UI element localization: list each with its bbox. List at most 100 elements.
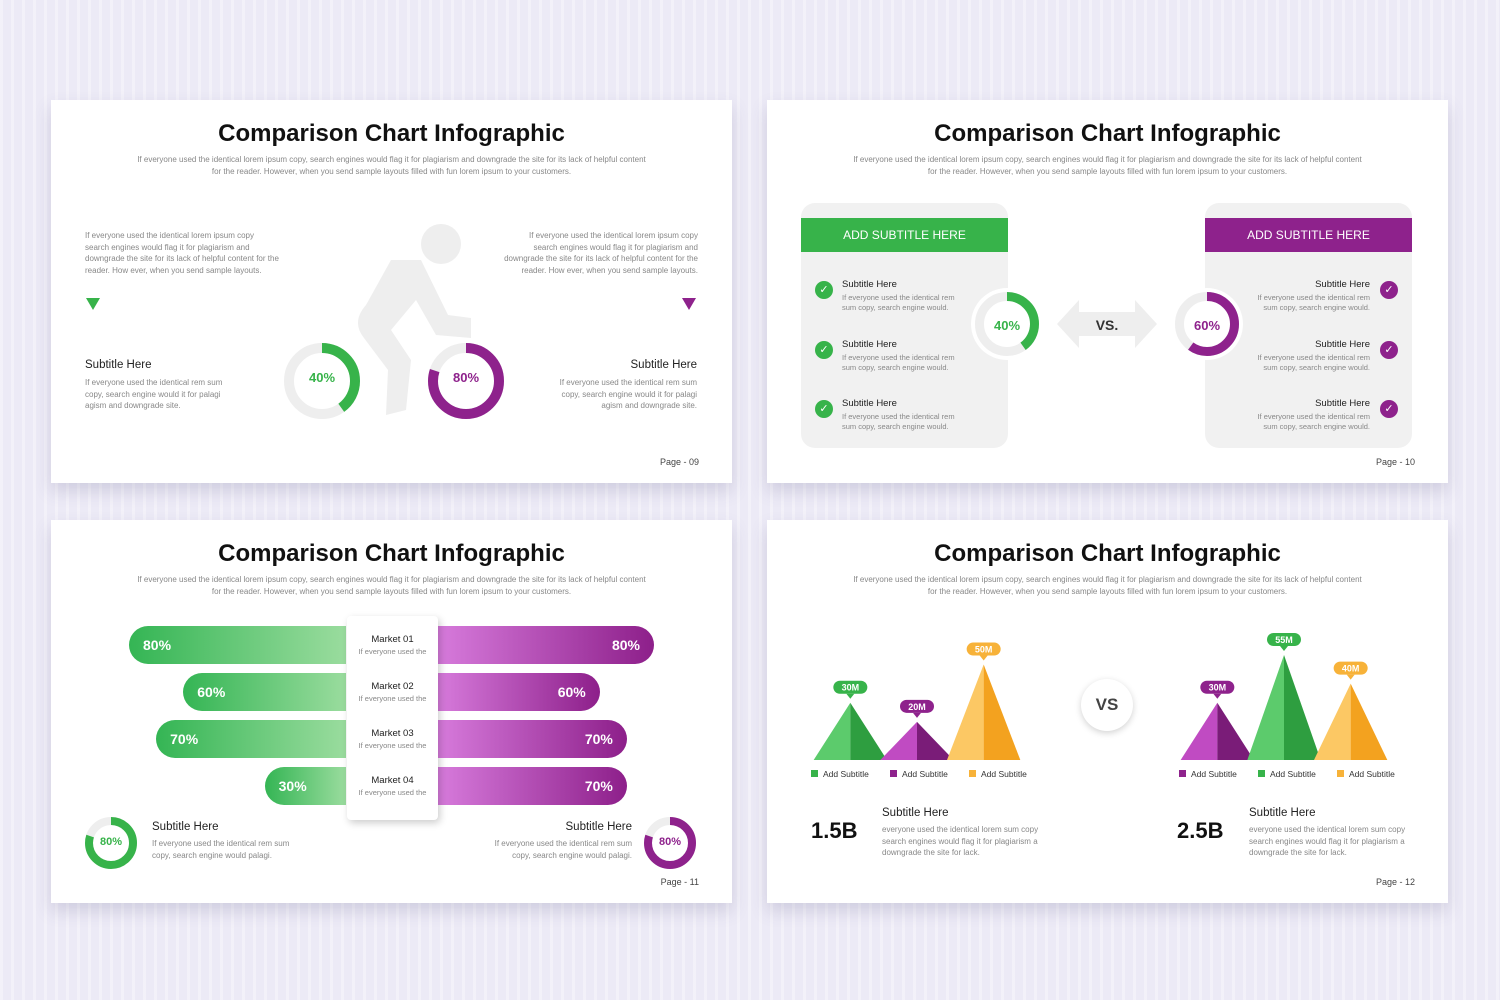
donut-left-label: 40% — [308, 370, 336, 385]
value-label: 30M — [1209, 683, 1227, 693]
donut-arc — [284, 343, 360, 419]
donut-80-icon — [428, 343, 504, 419]
value-tag — [966, 642, 1001, 656]
market-name: Market 02 — [371, 681, 414, 692]
market-bar-right: 70% — [437, 720, 627, 758]
left-description: If everyone used the identical rem sum c… — [85, 378, 223, 410]
slide-intro: If everyone used the identical lorem ips… — [853, 155, 1362, 176]
right-item-title: Subtitle Here — [1315, 279, 1370, 290]
value-label: 40M — [1342, 664, 1360, 674]
value-tag-pointer — [1280, 646, 1288, 651]
legend-swatch — [1179, 770, 1186, 777]
left-item-desc: If everyone used the identical rem sum c… — [842, 293, 955, 312]
market-desc: If everyone used the — [358, 788, 427, 797]
page-number: Page - 11 — [660, 877, 699, 887]
vs-circle — [1081, 679, 1133, 731]
donut-arc — [428, 343, 504, 419]
slide-title: Comparison Chart Infographic — [218, 120, 565, 147]
legend-swatch — [969, 770, 976, 777]
legend-item: Add Subtitle — [811, 769, 869, 779]
donut-left-label: 80% — [99, 836, 123, 848]
donut-right-label: 80% — [658, 836, 682, 848]
left-description: If everyone used the identical rem sum c… — [152, 839, 290, 860]
value-tag-pointer — [913, 712, 921, 718]
triangle-down-purple-icon — [682, 298, 696, 310]
legend-item: Add Subtitle — [890, 769, 948, 779]
page-number: Page - 10 — [1375, 457, 1415, 467]
right-subtitle: Subtitle Here — [630, 359, 697, 371]
donut-arc — [85, 817, 137, 869]
donut-40-icon — [975, 292, 1039, 356]
right-description: everyone used the identical lorem sum co… — [1249, 825, 1406, 857]
slide-title: Comparison Chart Infographic — [934, 540, 1281, 567]
peak-right-face — [917, 721, 954, 760]
left-total: 1.5B — [811, 818, 858, 843]
market-bar-left: 80% — [129, 626, 346, 664]
market-bar-left: 70% — [156, 720, 346, 758]
legend-item: Add Subtitle — [1337, 769, 1395, 779]
left-item-title: Subtitle Here — [842, 398, 897, 409]
left-subtitle: Subtitle Here — [152, 821, 219, 833]
cyclist-icon — [357, 224, 471, 415]
right-subtitle: Subtitle Here — [565, 821, 632, 833]
market-bar-right: 70% — [437, 767, 627, 805]
value-label: 50M — [975, 645, 993, 655]
slide-page-10: Comparison Chart Infographic If everyone… — [767, 100, 1448, 483]
donut-arc — [644, 817, 696, 869]
right-subtitle: Subtitle Here — [1249, 807, 1316, 819]
value-label: 55M — [1275, 635, 1293, 645]
legend-item: Add Subtitle — [969, 769, 1027, 779]
donut-80-icon — [644, 817, 696, 869]
market-name: Market 03 — [371, 728, 414, 739]
slide-page-09: Comparison Chart Infographic If everyone… — [51, 100, 732, 483]
value-label: 30M — [842, 683, 860, 693]
donut-arc — [975, 292, 1039, 356]
slide-intro: If everyone used the identical lorem ips… — [853, 575, 1362, 596]
value-tag — [1200, 680, 1235, 694]
legend-label: Add Subtitle — [823, 769, 869, 779]
left-item-desc: If everyone used the identical rem sum c… — [842, 353, 955, 372]
peak-left-face — [947, 664, 984, 760]
peak-right-face — [1284, 655, 1321, 760]
right-item-title: Subtitle Here — [1315, 339, 1370, 350]
left-description: everyone used the identical lorem sum co… — [882, 825, 1039, 857]
donut-60-icon — [1175, 292, 1239, 356]
market-bar-right: 60% — [437, 673, 600, 711]
slide-intro: If everyone used the identical lorem ips… — [137, 575, 646, 596]
donut-right-label: 60% — [1193, 318, 1221, 333]
market-desc: If everyone used the — [358, 694, 427, 703]
legend-swatch — [890, 770, 897, 777]
peak-left-face — [1180, 702, 1218, 760]
left-subtitle: Subtitle Here — [85, 359, 152, 371]
value-tag — [833, 680, 868, 694]
value-tag-pointer — [1213, 693, 1222, 699]
right-panel-header: ADD SUBTITLE HERE — [1205, 218, 1412, 252]
left-item-title: Subtitle Here — [842, 279, 897, 290]
peak-charts: 30M 20M 50M 30M 55M 40M — [813, 633, 1388, 760]
peak-left-face — [880, 721, 917, 760]
market-bar-left: 60% — [183, 673, 346, 711]
value-label: 20M — [908, 702, 926, 712]
market-name: Market 01 — [371, 634, 414, 645]
check-icon: ✓ — [1380, 281, 1398, 299]
right-panel: ADD SUBTITLE HERE ✓ Subtitle Here If eve… — [1205, 203, 1412, 448]
vs-label: VS. — [1095, 317, 1119, 333]
check-icon: ✓ — [815, 281, 833, 299]
page-number: Page - 12 — [1375, 877, 1415, 887]
peak-right-face — [850, 702, 887, 760]
peak-left-face — [1314, 683, 1351, 760]
right-item-desc: If everyone used the identical rem sum c… — [1257, 293, 1370, 312]
triangle-down-green-icon — [86, 298, 100, 310]
peak-right-face — [1217, 702, 1254, 760]
right-paragraph: If everyone used the identical lorem ips… — [504, 231, 698, 275]
slide-page-11: Comparison Chart Infographic If everyone… — [51, 520, 732, 903]
slide-page-12: Comparison Chart Infographic If everyone… — [767, 520, 1448, 903]
slide-intro: If everyone used the identical lorem ips… — [137, 155, 646, 176]
value-tag — [1267, 633, 1301, 646]
market-card: Market 01 If everyone used the Market 02… — [347, 616, 438, 820]
right-item-desc: If everyone used the identical rem sum c… — [1257, 353, 1370, 372]
left-item-desc: If everyone used the identical rem sum c… — [842, 412, 955, 431]
market-name: Market 04 — [371, 775, 414, 786]
legend-label: Add Subtitle — [902, 769, 948, 779]
market-bar-right: 80% — [437, 626, 654, 664]
